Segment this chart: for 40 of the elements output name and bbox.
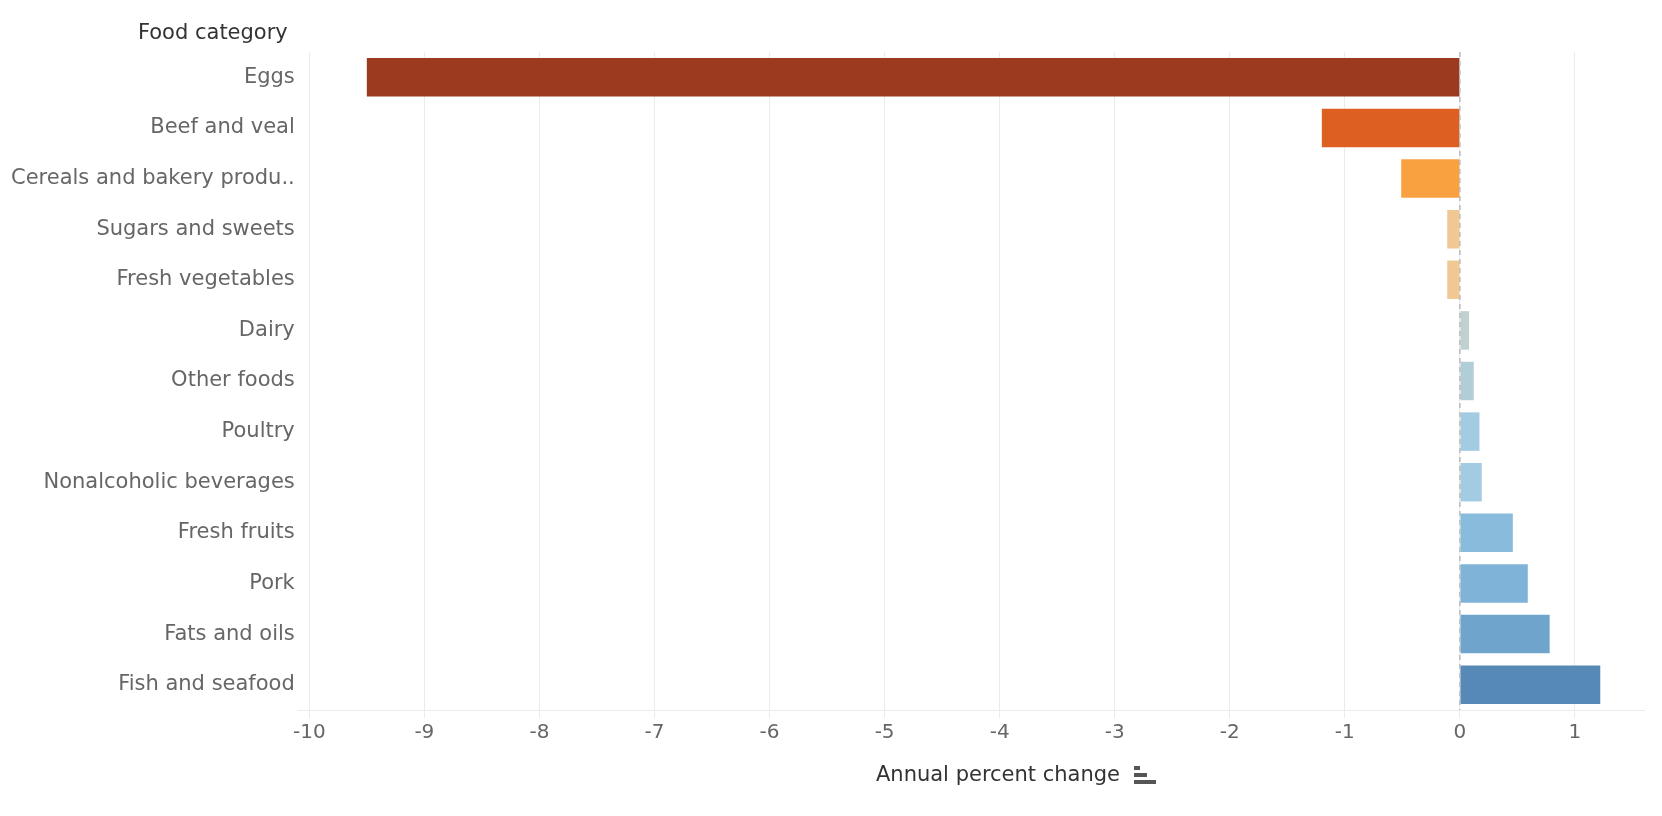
x-tick-label: -4 [989, 719, 1010, 744]
bar [1460, 412, 1480, 451]
y-tick-label: Fish and seafood [118, 671, 295, 696]
bar [1321, 108, 1460, 148]
y-tick-label: Poultry [221, 418, 295, 443]
bar [366, 58, 1460, 97]
bar [1460, 311, 1470, 350]
bar [1460, 463, 1482, 502]
x-axis-title: Annual percent change [875, 762, 1121, 786]
y-tick-label: Nonalcoholic beverages [43, 468, 295, 493]
y-tick-label: Eggs [243, 63, 295, 88]
bar [1447, 260, 1460, 299]
bar [1447, 209, 1460, 249]
bar [1460, 564, 1528, 603]
x-tick-label: -7 [644, 719, 665, 744]
y-tick-label: Beef and veal [150, 114, 295, 139]
x-tick-label: -2 [1219, 719, 1240, 744]
bar [1460, 614, 1550, 654]
x-tick-label: -5 [874, 719, 895, 744]
y-axis-title: Food category [137, 20, 288, 45]
x-tick-label: -3 [1104, 719, 1125, 744]
x-tick-label: -10 [292, 719, 326, 744]
y-tick-label: Dairy [238, 316, 295, 341]
x-tick-label: 0 [1453, 719, 1467, 744]
y-tick-label: Cereals and bakery produ.. [10, 164, 295, 189]
x-tick-label: -6 [759, 719, 780, 744]
y-tick-label: Fresh vegetables [116, 266, 295, 291]
x-tick-label: -9 [414, 719, 435, 744]
bar [1460, 361, 1474, 401]
bar [1401, 159, 1460, 198]
y-tick-label: Fresh fruits [177, 519, 295, 544]
y-tick-label: Pork [249, 569, 296, 594]
x-tick-label: 1 [1568, 719, 1582, 744]
bar [1460, 513, 1513, 553]
y-tick-label: Fats and oils [164, 620, 295, 645]
y-tick-label: Sugars and sweets [96, 215, 295, 240]
x-tick-label: -8 [529, 719, 550, 744]
y-tick-label: Other foods [171, 367, 295, 392]
bar [1460, 665, 1601, 704]
x-tick-label: -1 [1334, 719, 1355, 744]
